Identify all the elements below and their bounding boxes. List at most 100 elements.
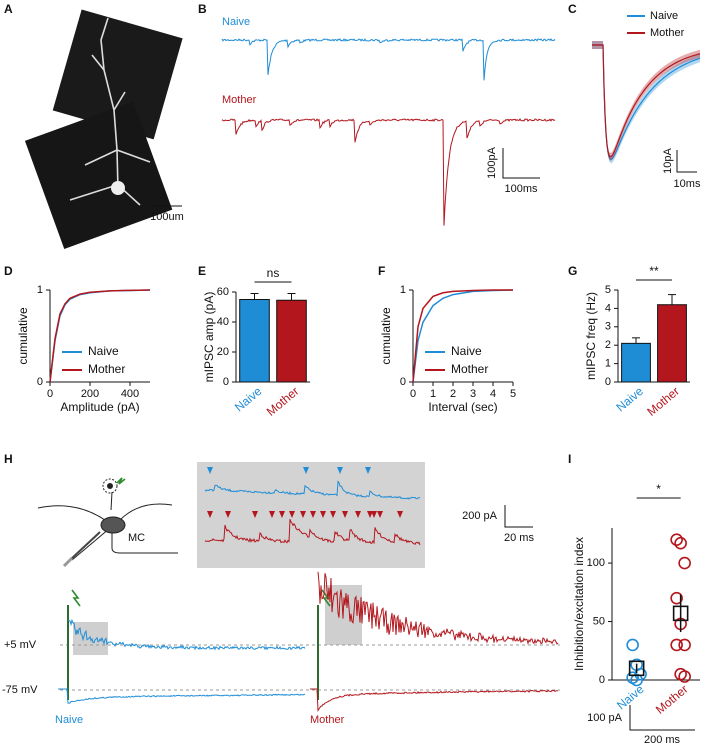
x-axis-label: Amplitude (pA) bbox=[60, 400, 139, 414]
event-marker bbox=[252, 511, 258, 518]
scale-label: 20 ms bbox=[504, 532, 534, 544]
event-marker bbox=[367, 511, 373, 518]
event-marker bbox=[371, 511, 377, 518]
trace-label: Naive bbox=[222, 16, 250, 28]
x-tick-label: 2 bbox=[450, 388, 456, 400]
y-tick-label: 5 bbox=[605, 284, 611, 296]
y-axis-label: cumulative bbox=[16, 307, 30, 365]
event-marker bbox=[207, 467, 213, 474]
legend-label: Mother bbox=[650, 27, 685, 39]
data-point bbox=[670, 533, 683, 546]
x-tick-label: Mother bbox=[653, 682, 691, 717]
scale-label: 200 ms bbox=[644, 734, 681, 745]
event-marker bbox=[289, 511, 295, 518]
panel-label: C bbox=[568, 2, 577, 16]
data-point bbox=[670, 591, 683, 605]
group-label: Mother bbox=[310, 714, 345, 726]
event-marker bbox=[342, 511, 348, 518]
trace bbox=[592, 44, 701, 158]
data-point bbox=[678, 638, 691, 652]
legend-label: Naive bbox=[650, 10, 678, 22]
scale-bar bbox=[629, 705, 695, 731]
data-point bbox=[630, 673, 643, 687]
x-tick-label: 0 bbox=[410, 388, 416, 400]
panel-label: I bbox=[568, 452, 571, 466]
trace bbox=[204, 519, 421, 546]
bar bbox=[621, 342, 651, 383]
data-point bbox=[626, 638, 639, 652]
mean-marker bbox=[628, 660, 645, 677]
y-tick-label: 3 bbox=[605, 321, 611, 333]
data-point bbox=[678, 670, 691, 683]
significance-label: * bbox=[656, 482, 661, 496]
trace bbox=[592, 44, 701, 160]
event-marker bbox=[207, 511, 213, 518]
panel-label: E bbox=[198, 264, 206, 278]
micrograph bbox=[24, 9, 183, 249]
y-tick-label: 1 bbox=[605, 358, 611, 370]
y-axis-label: cumulative bbox=[379, 307, 393, 365]
trace bbox=[204, 480, 421, 500]
bar bbox=[276, 299, 307, 383]
y-tick-label: 40 bbox=[217, 316, 229, 328]
trace bbox=[310, 688, 559, 712]
scale-bar bbox=[502, 148, 540, 179]
stimulus-icon bbox=[321, 589, 331, 607]
significance-label: ** bbox=[649, 264, 659, 278]
panel-label: H bbox=[4, 452, 13, 466]
holding-label: +5 mV bbox=[4, 639, 37, 651]
event-marker bbox=[365, 467, 371, 474]
event-marker bbox=[303, 467, 309, 474]
scale-label: 100pA bbox=[486, 146, 498, 178]
cell-label: MC bbox=[128, 532, 145, 544]
legend-label: Naive bbox=[451, 344, 482, 358]
event-marker bbox=[355, 511, 361, 518]
y-tick-label: 1 bbox=[37, 284, 43, 296]
mean-marker bbox=[672, 605, 689, 622]
x-tick-label: 0 bbox=[47, 388, 53, 400]
y-axis-label: Inhibition/excitation index bbox=[572, 537, 586, 671]
holding-label: -75 mV bbox=[2, 684, 38, 696]
data-point bbox=[678, 556, 691, 570]
panel-label: A bbox=[4, 2, 13, 16]
scale-bar bbox=[504, 505, 533, 528]
y-axis-label: mIPSC freq (Hz) bbox=[584, 292, 598, 380]
data-point bbox=[670, 638, 683, 652]
event-marker bbox=[397, 511, 403, 518]
scale-label: 100um bbox=[150, 211, 184, 223]
y-tick-label: 1 bbox=[400, 284, 406, 296]
y-tick-label: 0 bbox=[400, 376, 406, 388]
trace bbox=[67, 618, 306, 651]
x-tick-label: 400 bbox=[121, 388, 139, 400]
y-axis-label: mIPSC amp (pA) bbox=[202, 292, 216, 383]
event-marker bbox=[310, 511, 316, 518]
y-tick-label: 2 bbox=[605, 339, 611, 351]
panel-label: D bbox=[4, 264, 13, 278]
trace bbox=[317, 571, 559, 645]
y-tick-label: 100 bbox=[587, 557, 605, 569]
panel-label: G bbox=[568, 264, 577, 278]
scale-bar bbox=[676, 150, 697, 173]
event-marker bbox=[300, 511, 306, 518]
y-tick-label: 50 bbox=[593, 615, 605, 627]
data-point bbox=[674, 536, 687, 550]
event-marker bbox=[225, 511, 231, 518]
series-line bbox=[49, 289, 151, 383]
bar bbox=[239, 299, 270, 383]
x-tick-label: 1 bbox=[430, 388, 436, 400]
event-marker bbox=[320, 511, 326, 518]
event-marker bbox=[337, 467, 343, 474]
significance-label: ns bbox=[267, 266, 280, 280]
scale-label: 100 pA bbox=[587, 712, 623, 724]
legend-label: Mother bbox=[451, 362, 488, 376]
event-marker bbox=[377, 511, 383, 518]
panel-label: F bbox=[378, 264, 385, 278]
bar bbox=[657, 304, 687, 383]
event-marker bbox=[330, 511, 336, 518]
y-tick-label: 0 bbox=[223, 376, 229, 388]
scale-label: 100ms bbox=[504, 183, 538, 195]
series-line bbox=[412, 289, 513, 383]
y-tick-label: 60 bbox=[217, 286, 229, 298]
stimulus-icon bbox=[71, 589, 81, 607]
trace bbox=[221, 118, 556, 226]
